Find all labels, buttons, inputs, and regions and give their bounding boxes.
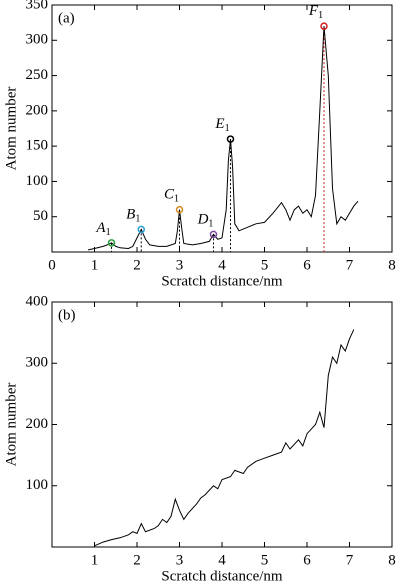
x-tick-label: 5 bbox=[261, 552, 269, 568]
y-tick-label: 300 bbox=[26, 355, 49, 371]
data-line bbox=[94, 329, 355, 547]
peak-label: F1 bbox=[308, 4, 323, 22]
peak-letter: E bbox=[214, 117, 224, 133]
x-tick-label: 3 bbox=[176, 257, 184, 273]
y-tick-label: 250 bbox=[26, 67, 49, 83]
y-axis-label: Atom number bbox=[3, 87, 19, 171]
peak-label: D1 bbox=[197, 212, 214, 230]
x-tick-label: 7 bbox=[346, 552, 354, 568]
data-line bbox=[87, 26, 359, 251]
peak-label: C1 bbox=[164, 187, 179, 205]
y-tick-label: 300 bbox=[26, 32, 49, 48]
x-axis-label: Scratch distance/nm bbox=[161, 568, 283, 584]
x-tick-label: 3 bbox=[176, 552, 184, 568]
peak-letter: B bbox=[126, 207, 135, 223]
peak-marker bbox=[175, 205, 184, 214]
peak-marker bbox=[209, 230, 218, 239]
x-tick-label: 4 bbox=[218, 257, 226, 273]
x-tick-label: 6 bbox=[303, 257, 311, 273]
y-tick-label: 200 bbox=[26, 102, 49, 118]
x-tick-label: 0 bbox=[48, 257, 56, 273]
x-tick-label: 8 bbox=[388, 257, 396, 273]
x-tick-label: 1 bbox=[91, 552, 99, 568]
peak-subscript: 1 bbox=[174, 194, 179, 205]
x-tick-label: 8 bbox=[388, 552, 396, 568]
peak-marker bbox=[320, 22, 328, 30]
y-tick-label: 100 bbox=[26, 173, 49, 189]
x-tick-label: 6 bbox=[303, 552, 311, 568]
peak-marker bbox=[137, 225, 145, 234]
panel-label: (a) bbox=[58, 10, 75, 26]
y-tick-label: 150 bbox=[26, 138, 49, 154]
peak-subscript: 1 bbox=[318, 10, 323, 21]
peak-subscript: 1 bbox=[208, 219, 213, 230]
peak-label: E1 bbox=[214, 117, 229, 135]
peak-label: A1 bbox=[95, 220, 110, 238]
peak-label: B1 bbox=[126, 207, 140, 225]
x-axis-label: Scratch distance/nm bbox=[161, 273, 283, 289]
y-tick-label: 200 bbox=[26, 416, 49, 432]
peak-letter: D bbox=[197, 212, 209, 228]
peak-subscript: 1 bbox=[225, 123, 230, 134]
x-tick-label: 1 bbox=[91, 257, 99, 273]
y-tick-label: 350 bbox=[26, 0, 49, 12]
peak-letter: F bbox=[308, 4, 319, 20]
x-tick-label: 4 bbox=[218, 552, 226, 568]
y-tick-label: 100 bbox=[26, 477, 49, 493]
peak-marker bbox=[226, 135, 235, 143]
y-tick-label: 400 bbox=[26, 293, 49, 309]
panel-label: (b) bbox=[58, 307, 76, 323]
peak-subscript: 1 bbox=[106, 227, 111, 238]
x-tick-label: 5 bbox=[261, 257, 269, 273]
y-axis-label: Atom number bbox=[3, 383, 19, 467]
y-tick-label: 50 bbox=[33, 208, 48, 224]
x-tick-label: 2 bbox=[133, 257, 141, 273]
peak-letter: A bbox=[95, 220, 106, 236]
plot-frame bbox=[51, 301, 393, 548]
x-tick-label: 7 bbox=[346, 257, 354, 273]
peak-marker bbox=[107, 239, 116, 247]
x-tick-label: 2 bbox=[133, 552, 141, 568]
peak-subscript: 1 bbox=[135, 214, 140, 225]
peak-letter: C bbox=[164, 187, 175, 203]
